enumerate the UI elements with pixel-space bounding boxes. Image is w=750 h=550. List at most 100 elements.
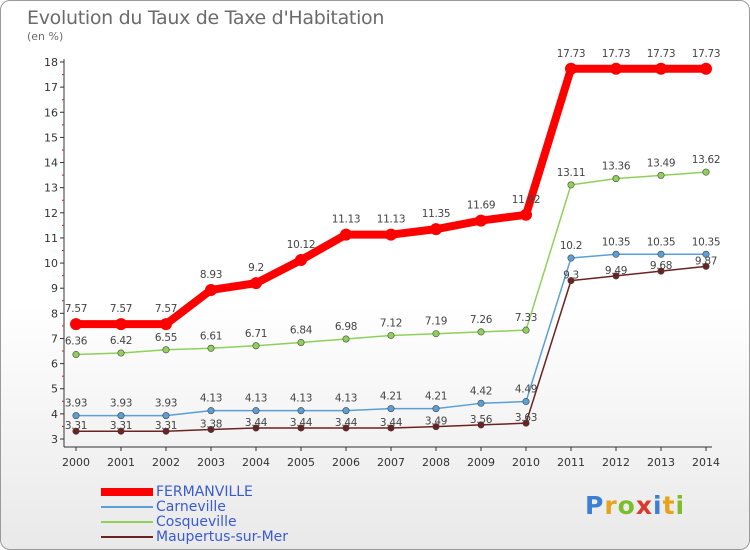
y-tick-label: 15: [44, 131, 58, 144]
data-label: 11.69: [467, 200, 496, 212]
data-label: 9.3: [563, 270, 579, 282]
logo-letter: i: [675, 491, 686, 520]
y-tick-label: 6: [51, 358, 58, 371]
y-tick-label: 10: [44, 257, 58, 270]
data-label: 10.35: [692, 236, 721, 248]
x-tick-label: 2002: [152, 456, 180, 469]
data-point: [252, 424, 260, 432]
data-label: 3.44: [380, 417, 403, 429]
x-tick-label: 2001: [107, 456, 135, 469]
legend-label: Carneville: [156, 499, 226, 515]
data-label: 7.33: [515, 312, 537, 324]
x-tick-label: 2010: [512, 456, 540, 469]
data-label: 3.44: [335, 417, 358, 429]
data-label: 3.93: [110, 398, 132, 410]
x-tick-label: 2012: [602, 456, 630, 469]
data-point: [522, 398, 530, 406]
data-point: [297, 338, 305, 346]
data-point: [162, 346, 170, 354]
data-label: 7.57: [65, 303, 87, 315]
y-tick-label: 9: [51, 282, 58, 295]
y-tick-label: 17: [44, 81, 58, 94]
data-label: 13.49: [647, 157, 676, 169]
data-label: 3.93: [65, 398, 87, 410]
data-label: 7.19: [425, 316, 447, 328]
data-point: [207, 425, 215, 433]
data-label: 3.31: [65, 420, 87, 432]
data-label: 6.36: [65, 336, 88, 348]
data-label: 6.98: [335, 321, 357, 333]
data-point: [387, 405, 395, 413]
data-point: [702, 262, 710, 270]
data-point: [297, 424, 305, 432]
data-label: 13.11: [557, 167, 586, 179]
data-label: 4.13: [335, 393, 357, 405]
data-label: 3.44: [245, 417, 268, 429]
legend-swatch: [101, 521, 153, 523]
data-label: 6.61: [200, 330, 222, 342]
legend-label: Maupertus-sur-Mer: [156, 529, 289, 545]
data-label: 17.73: [692, 48, 721, 60]
data-label: 10.35: [647, 236, 676, 248]
data-point: [477, 399, 485, 407]
data-label: 4.21: [425, 391, 447, 403]
data-point: [72, 427, 80, 435]
y-tick-label: 16: [44, 106, 58, 119]
data-point: [522, 419, 530, 427]
y-tick-label: 3: [51, 433, 58, 446]
data-point: [475, 214, 487, 227]
data-point: [162, 427, 170, 435]
legend-label: FERMANVILLE: [156, 484, 253, 500]
data-point: [250, 277, 262, 290]
data-label: 9.2: [248, 262, 264, 274]
legend-swatch: [101, 536, 153, 538]
data-point: [612, 272, 620, 280]
data-point: [432, 330, 440, 338]
data-label: 4.13: [200, 393, 222, 405]
data-point: [117, 412, 125, 420]
data-point: [432, 423, 440, 431]
data-label: 6.71: [245, 328, 267, 340]
x-tick-label: 2008: [422, 456, 450, 469]
chart-subtitle: (en %): [27, 30, 64, 43]
data-point: [342, 407, 350, 415]
data-point: [295, 254, 307, 267]
data-point: [612, 250, 620, 258]
data-point: [252, 342, 260, 350]
data-label: 3.31: [155, 420, 177, 432]
data-label: 4.49: [515, 384, 537, 396]
x-tick-label: 2003: [197, 456, 225, 469]
y-tick-label: 4: [51, 408, 58, 421]
x-tick-label: 2007: [377, 456, 405, 469]
data-label: 11.13: [332, 214, 361, 226]
data-point: [520, 208, 532, 221]
proxiti-logo: Proxiti: [585, 491, 685, 520]
data-label: 7.57: [110, 303, 132, 315]
data-point: [387, 331, 395, 339]
data-label: 4.13: [290, 393, 312, 405]
data-point: [567, 254, 575, 262]
data-label: 13.36: [602, 161, 631, 173]
data-label: 9.49: [605, 265, 627, 277]
data-point: [477, 328, 485, 336]
y-tick-label: 14: [44, 157, 58, 170]
data-label: 3.31: [110, 420, 132, 432]
legend-item: Maupertus-sur-Mer: [101, 530, 361, 545]
x-tick-label: 2014: [692, 456, 720, 469]
y-tick-label: 7: [51, 332, 58, 345]
y-tick-label: 11: [44, 232, 58, 245]
data-point: [477, 421, 485, 429]
data-point: [657, 250, 665, 258]
data-label: 4.42: [470, 385, 492, 397]
data-point: [610, 62, 622, 75]
data-point: [657, 171, 665, 179]
data-point: [340, 228, 352, 241]
data-point: [567, 181, 575, 189]
data-label: 13.62: [692, 154, 721, 166]
legend-item: FERMANVILLE: [101, 485, 361, 500]
data-point: [565, 62, 577, 75]
data-label: 17.73: [557, 48, 586, 60]
data-point: [162, 412, 170, 420]
data-point: [702, 168, 710, 176]
legend-item: Carneville: [101, 500, 361, 515]
